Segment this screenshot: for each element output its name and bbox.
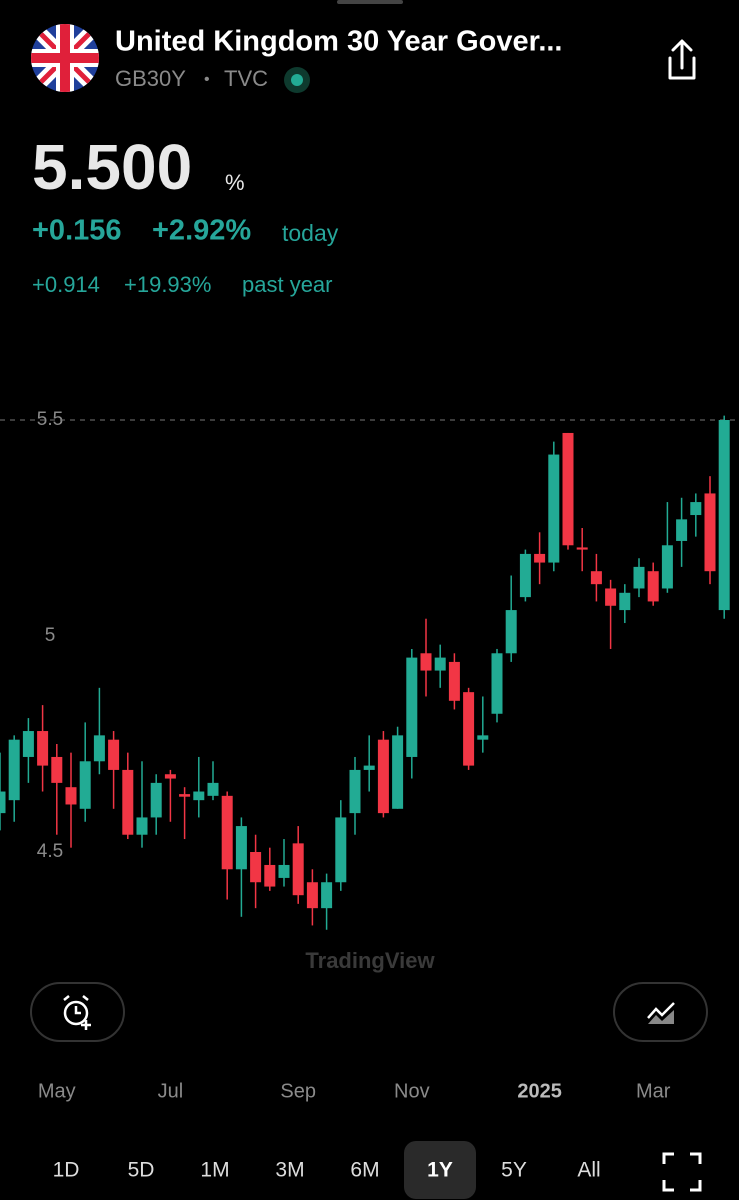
x-tick-label: Mar bbox=[636, 1080, 671, 1102]
candle-body bbox=[363, 765, 375, 770]
change-today-pct: +2.92% bbox=[152, 215, 251, 247]
candle-body bbox=[562, 432, 574, 546]
range-button[interactable]: 1M bbox=[200, 1159, 229, 1182]
candle-body bbox=[335, 817, 347, 883]
change-year-pct: +19.93% bbox=[124, 272, 211, 297]
candle-body bbox=[690, 502, 702, 516]
candle-body bbox=[8, 739, 20, 801]
candle-body bbox=[51, 756, 63, 783]
candle-body bbox=[207, 782, 219, 796]
candle-body bbox=[477, 735, 489, 740]
x-tick-label: Sep bbox=[280, 1080, 316, 1102]
candle-body bbox=[150, 782, 162, 818]
candle-body bbox=[122, 769, 134, 835]
candle-body bbox=[619, 592, 631, 611]
candle-body bbox=[250, 852, 262, 883]
symbol: GB30Y bbox=[115, 66, 186, 91]
x-tick-label: Nov bbox=[394, 1080, 430, 1102]
range-button[interactable]: 5Y bbox=[501, 1159, 527, 1182]
candle-body bbox=[505, 610, 517, 654]
change-today: +0.156 bbox=[32, 215, 122, 247]
candle-body bbox=[392, 735, 404, 809]
selected-range-bg bbox=[404, 1141, 476, 1199]
y-tick-label: 5 bbox=[45, 625, 56, 646]
alert-button[interactable] bbox=[30, 982, 125, 1042]
candle-body bbox=[93, 735, 105, 762]
candle-body bbox=[292, 843, 304, 896]
change-year: +0.914 bbox=[32, 272, 100, 297]
range-button[interactable]: All bbox=[577, 1159, 600, 1182]
candle-body bbox=[605, 588, 617, 606]
candle-body bbox=[448, 661, 460, 701]
candle-body bbox=[164, 774, 176, 779]
candle-body bbox=[548, 454, 560, 563]
candle-body bbox=[235, 826, 247, 870]
candle-body bbox=[576, 547, 588, 550]
separator: • bbox=[204, 71, 210, 88]
candle-body bbox=[22, 731, 34, 757]
range-button[interactable]: 3M bbox=[275, 1159, 304, 1182]
y-tick-label: 4.5 bbox=[37, 841, 63, 862]
candle-body bbox=[264, 864, 276, 887]
candle-body bbox=[534, 553, 546, 563]
chart-type-button[interactable] bbox=[613, 982, 708, 1042]
candle-body bbox=[179, 794, 191, 797]
range-controls: 1D 5D 1M 3M 6M 1Y 5Y All bbox=[53, 1159, 601, 1182]
candle-body bbox=[349, 769, 361, 814]
candle-body bbox=[676, 519, 688, 541]
candle-body bbox=[278, 864, 290, 878]
candle-body bbox=[306, 882, 318, 909]
x-tick-label: May bbox=[38, 1080, 76, 1102]
drag-handle bbox=[337, 0, 403, 4]
candle-body bbox=[406, 657, 418, 757]
candle-body bbox=[136, 817, 148, 835]
watermark: TradingView bbox=[305, 948, 435, 973]
candle-body bbox=[79, 761, 91, 809]
fullscreen-button[interactable] bbox=[662, 1152, 702, 1192]
candle-body bbox=[718, 420, 730, 611]
candle-body bbox=[108, 739, 120, 770]
year-label: past year bbox=[242, 272, 333, 297]
x-tick-label: Jul bbox=[158, 1080, 184, 1102]
candle-body bbox=[633, 566, 645, 589]
instrument-title: United Kingdom 30 Year Gover... bbox=[115, 26, 563, 58]
market-status-dot bbox=[291, 74, 303, 86]
candle-body bbox=[491, 653, 503, 714]
candle-body bbox=[0, 791, 6, 814]
range-button[interactable]: 5D bbox=[128, 1159, 155, 1182]
candle-body bbox=[193, 791, 205, 801]
range-button[interactable]: 1D bbox=[53, 1159, 80, 1182]
candle-body bbox=[65, 787, 77, 805]
range-button[interactable]: 1Y bbox=[427, 1159, 453, 1182]
candle-body bbox=[321, 882, 333, 909]
candle-body bbox=[434, 657, 446, 671]
today-label: today bbox=[282, 220, 339, 246]
candle-body bbox=[37, 731, 49, 766]
candle-body bbox=[377, 739, 389, 814]
exchange: TVC bbox=[224, 66, 268, 91]
price-unit: % bbox=[225, 170, 245, 195]
range-button[interactable]: 6M bbox=[350, 1159, 379, 1182]
candle-body bbox=[661, 545, 673, 589]
share-button[interactable] bbox=[668, 39, 696, 80]
x-tick-label: 2025 bbox=[517, 1080, 562, 1102]
candle-body bbox=[704, 493, 716, 572]
candle-body bbox=[647, 571, 659, 602]
candle-body bbox=[463, 692, 475, 766]
price: 5.500 bbox=[32, 131, 192, 203]
candle-body bbox=[590, 571, 602, 585]
candle-body bbox=[519, 553, 531, 598]
candle-body bbox=[221, 795, 233, 870]
candle-body bbox=[420, 653, 432, 671]
